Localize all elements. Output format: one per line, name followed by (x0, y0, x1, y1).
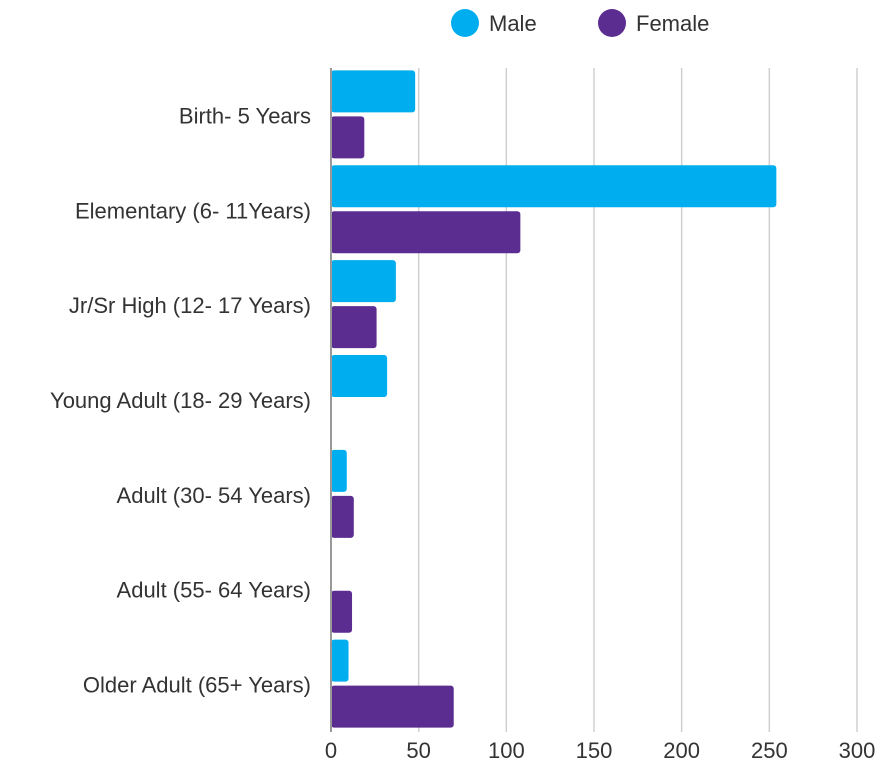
category-label: Elementary (6- 11Years) (75, 198, 311, 223)
bar-female (331, 211, 521, 254)
bar-male (331, 260, 396, 303)
category-label: Jr/Sr High (12- 17 Years) (69, 293, 311, 318)
bar-female (331, 306, 377, 349)
bar-female (331, 116, 365, 159)
legend-swatch-female (598, 9, 626, 37)
category-label: Adult (55- 64 Years) (117, 578, 311, 603)
bars (331, 70, 777, 728)
legend-swatch-male (451, 9, 479, 37)
category-label: Birth- 5 Years (179, 103, 311, 128)
category-label: Young Adult (18- 29 Years) (50, 388, 311, 413)
bar-female (331, 495, 354, 538)
x-tick-label: 0 (325, 738, 337, 763)
x-tick-label: 50 (406, 738, 430, 763)
legend-label-female: Female (636, 11, 709, 36)
x-tick-label: 100 (488, 738, 525, 763)
x-tick-label: 250 (751, 738, 788, 763)
bar-male (331, 639, 349, 682)
bar-male (331, 449, 347, 492)
x-tick-label: 150 (576, 738, 613, 763)
x-tick-label: 200 (663, 738, 700, 763)
category-label: Older Adult (65+ Years) (83, 673, 311, 698)
legend: Male Female (451, 9, 709, 37)
category-label: Adult (30- 54 Years) (117, 483, 311, 508)
bar-female (331, 590, 353, 633)
legend-label-male: Male (489, 11, 537, 36)
x-tick-labels: 0 50 100 150 200 250 300 (325, 738, 875, 763)
bar-male (331, 165, 777, 208)
x-tick-label: 300 (839, 738, 876, 763)
bar-male (331, 70, 416, 113)
bar-male (331, 355, 388, 397)
bar-female (331, 685, 454, 728)
category-labels: Birth- 5 Years Elementary (6- 11Years) Jr/… (50, 103, 311, 697)
